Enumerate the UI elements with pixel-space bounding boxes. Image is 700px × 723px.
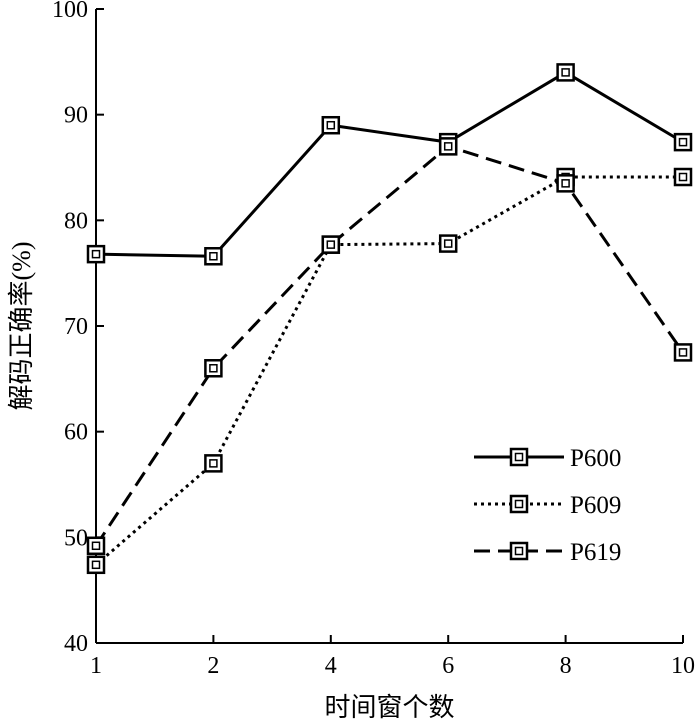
legend: P600 P609 P619	[474, 445, 621, 566]
data-point-marker-inner	[678, 348, 688, 357]
x-tick-label: 4	[325, 653, 337, 679]
y-tick-label: 100	[52, 0, 88, 23]
data-point-marker	[86, 244, 106, 264]
y-tick-label: 40	[64, 631, 88, 657]
data-point-marker	[438, 137, 458, 156]
series-line	[95, 70, 684, 258]
data-point-marker	[438, 234, 458, 253]
legend-marker-inner	[514, 546, 524, 556]
data-point-marker	[321, 235, 341, 254]
y-tick-label: 70	[64, 314, 88, 340]
data-point-marker	[556, 63, 575, 82]
series-layer	[86, 63, 693, 575]
data-point-marker-inner	[678, 172, 688, 182]
y-axis-title: 解码正确率(%)	[7, 242, 36, 411]
y-tick-label: 90	[64, 103, 88, 129]
data-point-marker-inner	[443, 142, 453, 151]
data-point-marker-inner	[561, 68, 570, 77]
data-point-marker	[673, 167, 693, 187]
data-point-marker	[673, 343, 693, 362]
legend-item: P600	[474, 445, 621, 472]
x-tick-label: 2	[207, 653, 219, 679]
data-point-marker-inner	[326, 120, 336, 130]
legend-label: P600	[570, 445, 621, 472]
data-point-marker	[204, 454, 223, 473]
legend-label: P619	[570, 539, 621, 566]
legend-label: P609	[570, 492, 621, 519]
data-point-marker-inner	[326, 240, 336, 249]
data-point-marker-inner	[91, 560, 101, 570]
x-axis-title: 时间窗个数	[324, 693, 454, 722]
series-p619	[86, 137, 693, 556]
legend-marker	[509, 447, 529, 467]
y-tick-label: 80	[64, 208, 88, 234]
x-tick-label: 6	[442, 653, 454, 679]
data-point-marker-inner	[209, 252, 218, 261]
data-point-marker-inner	[443, 239, 453, 248]
data-point-marker-inner	[209, 459, 218, 468]
legend-marker	[509, 494, 529, 514]
data-point-marker	[673, 132, 693, 152]
data-point-marker	[204, 359, 223, 378]
x-tick-label: 8	[560, 653, 572, 679]
data-point-marker	[204, 247, 223, 266]
legend-marker-inner	[514, 499, 524, 509]
data-point-marker-inner	[561, 179, 570, 188]
data-point-marker	[556, 174, 575, 193]
data-point-marker	[86, 555, 106, 575]
data-point-marker-inner	[91, 249, 101, 259]
series-line	[95, 175, 683, 566]
axes: 40 50 60 70 80 90 100 1 2 4 6 8 10	[52, 0, 695, 679]
legend-marker	[509, 541, 529, 561]
legend-marker-inner	[514, 452, 524, 462]
legend-item: P609	[474, 492, 621, 519]
y-tick-label: 50	[64, 525, 88, 551]
data-point-marker-inner	[91, 541, 101, 551]
data-point-marker-inner	[209, 364, 218, 373]
data-point-marker	[321, 115, 341, 135]
legend-item: P619	[474, 539, 621, 566]
y-tick-label: 60	[64, 420, 88, 446]
x-tick-label: 1	[90, 653, 102, 679]
data-point-marker	[86, 536, 106, 556]
series-line	[94, 144, 685, 547]
x-tick-label: 10	[671, 653, 695, 679]
data-point-marker-inner	[678, 137, 688, 147]
